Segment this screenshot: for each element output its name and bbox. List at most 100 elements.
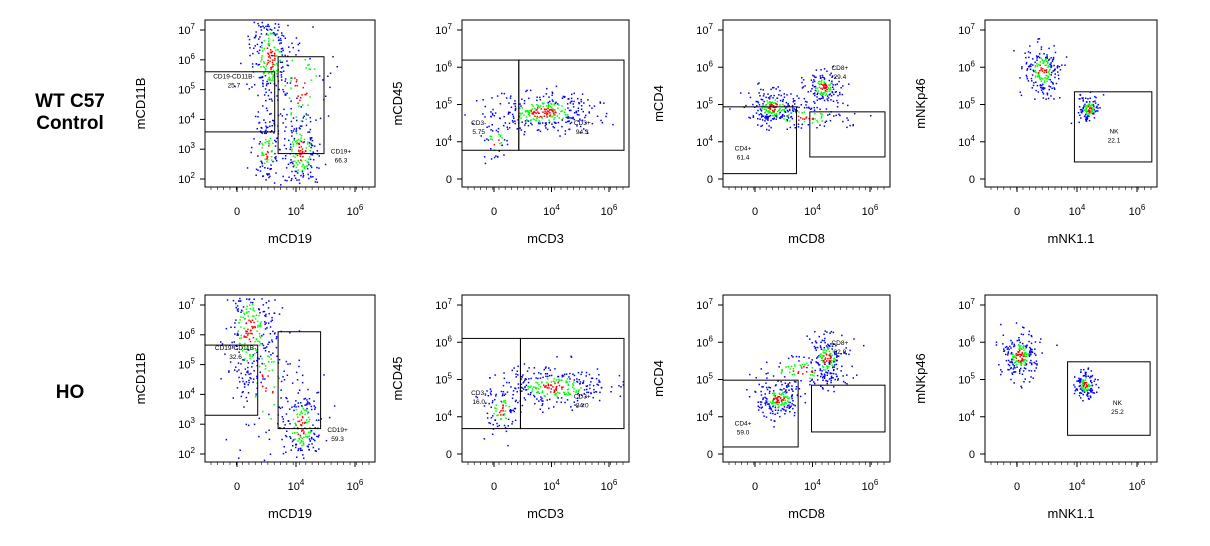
event-dot <box>1092 109 1094 111</box>
event-dot <box>811 367 814 369</box>
event-dot <box>1079 381 1081 383</box>
y-tick-label: 105 <box>435 97 452 112</box>
event-dot <box>578 389 580 391</box>
event-dot <box>291 148 293 150</box>
event-dot <box>828 79 830 82</box>
event-dot <box>769 406 771 408</box>
event-dot <box>767 116 769 118</box>
event-dot <box>259 166 261 168</box>
event-dot <box>840 353 842 355</box>
event-dot <box>792 390 794 392</box>
event-dot <box>304 59 306 61</box>
event-dot <box>493 412 495 415</box>
event-dot <box>303 457 305 459</box>
event-dot <box>1015 352 1018 355</box>
event-dot <box>591 122 594 125</box>
event-dot <box>766 377 768 379</box>
event-dot <box>760 116 763 118</box>
event-dot <box>307 104 309 106</box>
event-dot <box>572 116 574 119</box>
event-dot <box>539 99 542 101</box>
event-dot <box>540 108 542 110</box>
event-dot <box>1085 116 1088 119</box>
event-dot <box>242 310 244 312</box>
event-dot <box>294 160 296 162</box>
event-dot <box>537 104 539 107</box>
event-dot <box>314 439 316 442</box>
event-dot <box>254 318 257 320</box>
event-dot <box>512 115 515 118</box>
event-dot <box>1082 99 1084 102</box>
event-dot <box>511 420 514 423</box>
event-dot <box>297 102 299 104</box>
event-dot <box>243 327 245 330</box>
event-dot <box>236 348 239 350</box>
event-dot <box>298 143 301 145</box>
event-dot <box>263 47 266 50</box>
event-dot <box>514 107 517 110</box>
event-dot <box>1082 375 1085 377</box>
event-dot <box>1015 356 1017 359</box>
event-dot <box>287 420 289 422</box>
event-dot <box>786 119 788 121</box>
event-dot <box>791 104 794 107</box>
event-dot <box>776 398 778 400</box>
event-dot <box>267 173 269 175</box>
event-dot <box>776 104 778 106</box>
event-dot <box>791 385 793 387</box>
event-dot <box>1011 362 1014 364</box>
event-dot <box>539 386 542 388</box>
event-dot <box>776 412 779 414</box>
event-dot <box>826 380 829 382</box>
event-dot <box>296 85 299 87</box>
event-dot <box>291 59 293 62</box>
event-dot <box>291 406 293 408</box>
event-dot <box>1054 88 1056 90</box>
event-dot <box>263 162 266 165</box>
event-dot <box>272 55 274 57</box>
event-dot <box>535 387 538 389</box>
event-dot <box>535 377 537 379</box>
event-dot <box>761 115 763 117</box>
event-dot <box>788 385 790 387</box>
event-dot <box>570 109 572 112</box>
event-dot <box>582 405 584 407</box>
event-dot <box>1024 378 1026 380</box>
event-dot <box>1087 113 1089 116</box>
event-dot <box>837 102 839 104</box>
event-dot <box>263 27 265 29</box>
event-dot <box>519 107 521 109</box>
event-dot <box>1013 355 1016 357</box>
event-dot <box>545 366 547 368</box>
event-dot <box>786 109 789 112</box>
event-dot <box>517 383 520 385</box>
event-dot <box>773 394 775 396</box>
event-dot <box>1091 110 1094 112</box>
event-dot <box>1042 83 1044 86</box>
event-dot <box>752 116 755 118</box>
event-dot <box>284 118 287 120</box>
event-dot <box>761 107 764 110</box>
event-dot <box>556 356 558 358</box>
event-dot <box>499 418 502 421</box>
event-dot <box>503 115 505 118</box>
event-dot <box>831 360 833 362</box>
event-dot <box>1037 72 1040 74</box>
event-dot <box>253 321 255 324</box>
event-dot <box>834 91 837 93</box>
event-dot <box>550 381 552 383</box>
event-dot <box>762 95 765 97</box>
event-dot <box>265 132 267 135</box>
event-dot <box>513 407 516 410</box>
event-dot <box>247 315 249 317</box>
event-dot <box>286 397 288 400</box>
event-dot <box>770 112 773 114</box>
event-dot <box>786 395 789 398</box>
event-dot <box>612 123 614 126</box>
event-dot <box>264 167 266 169</box>
event-dot <box>308 420 310 423</box>
event-dot <box>1018 344 1020 347</box>
event-dot <box>282 66 284 68</box>
event-dot <box>284 78 287 80</box>
y-axis-label: mCD45 <box>390 81 405 125</box>
